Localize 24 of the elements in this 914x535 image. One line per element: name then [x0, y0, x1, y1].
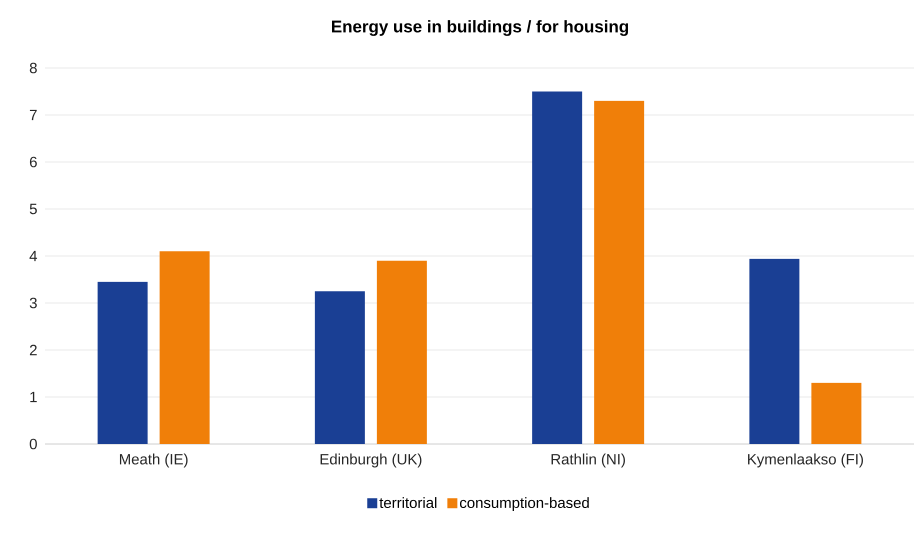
- legend-label: territorial: [379, 497, 436, 508]
- bar: [532, 92, 582, 444]
- y-tick-label: 0: [30, 438, 37, 450]
- y-tick-label: 3: [30, 298, 37, 308]
- chart-title: Energy use in buildings / for housing: [332, 20, 628, 36]
- y-tick-label: 6: [30, 156, 37, 168]
- bar: [811, 382, 862, 444]
- y-tick-label: 2: [30, 344, 37, 356]
- bar: [594, 100, 644, 444]
- x-tick-label: Kymenlaakso (FI): [748, 454, 863, 468]
- y-tick-label: 4: [30, 250, 38, 262]
- bar: [160, 251, 210, 444]
- bar: [749, 258, 800, 444]
- x-tick-label: Meath (IE): [120, 454, 188, 468]
- legend-label: consumption-based: [460, 497, 589, 511]
- x-tick-label: Edinburgh (UK): [320, 454, 422, 468]
- y-tick-label: 8: [30, 62, 37, 74]
- y-tick-label: 7: [30, 110, 37, 120]
- bar: [376, 260, 427, 444]
- bar: [314, 291, 365, 444]
- y-tick-label: 5: [30, 204, 37, 214]
- y-tick-label: 1: [30, 392, 37, 402]
- bar: [98, 282, 148, 444]
- x-tick-label: Rathlin (NI): [552, 454, 625, 468]
